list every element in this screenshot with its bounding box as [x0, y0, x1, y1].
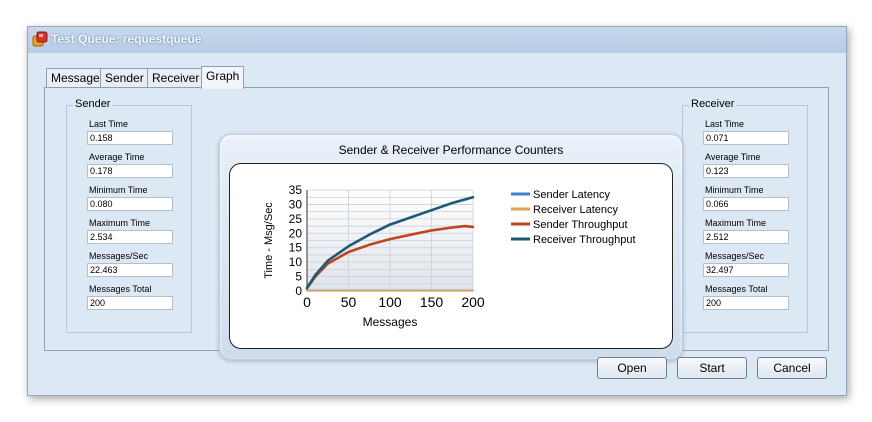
sender-maximum-time-label: Maximum Time	[89, 218, 151, 228]
sender-messages-sec-field[interactable]: 22.463	[87, 263, 173, 277]
sender-group: Sender Last Time 0.158 Average Time 0.17…	[66, 98, 192, 333]
chart-frame: Sender & Receiver Performance Counters 0…	[219, 134, 683, 360]
legend-label: Receiver Throughput	[533, 234, 636, 246]
tab-message[interactable]: Message	[46, 68, 105, 87]
x-tick-label: 150	[420, 294, 444, 310]
tab-label: Sender	[105, 71, 144, 85]
legend-label: Sender Latency	[533, 189, 611, 201]
sender-maximum-time-field[interactable]: 2.534	[87, 230, 173, 244]
x-tick-label: 50	[341, 294, 357, 310]
start-button[interactable]: Start	[677, 357, 747, 379]
x-tick-label: 0	[303, 294, 311, 310]
x-tick-label: 200	[461, 294, 485, 310]
y-axis-label: Time - Msg/Sec	[263, 202, 275, 279]
sender-messages-total-label: Messages Total	[89, 284, 152, 294]
receiver-group-legend: Receiver	[689, 98, 737, 110]
sender-average-time-field[interactable]: 0.178	[87, 164, 173, 178]
open-button[interactable]: Open	[597, 357, 667, 379]
receiver-maximum-time-label: Maximum Time	[705, 218, 767, 228]
graph-tab-panel: Sender Last Time 0.158 Average Time 0.17…	[44, 87, 829, 360]
sender-minimum-time-field[interactable]: 0.080	[87, 197, 173, 211]
sender-minimum-time-label: Minimum Time	[89, 185, 148, 195]
y-tick-label: 5	[295, 270, 302, 284]
series-line-3	[305, 195, 475, 290]
y-tick-label: 25	[289, 212, 303, 226]
x-tick-label: 100	[378, 294, 402, 310]
sender-messages-sec-label: Messages/Sec	[89, 251, 149, 261]
receiver-average-time-field[interactable]: 0.123	[703, 164, 789, 178]
title-bar[interactable]: Test Queue: requestqueue	[28, 27, 846, 53]
receiver-last-time-label: Last Time	[705, 119, 745, 129]
receiver-last-time-field[interactable]: 0.071	[703, 131, 789, 145]
sender-messages-total-field[interactable]: 200	[87, 296, 173, 310]
cancel-button[interactable]: Cancel	[757, 357, 827, 379]
sender-group-legend: Sender	[73, 98, 113, 110]
y-tick-label: 10	[289, 255, 303, 269]
tab-label: Graph	[206, 69, 240, 83]
series-line-2	[305, 224, 475, 290]
tab-receiver[interactable]: Receiver	[147, 68, 205, 87]
window-title: Test Queue: requestqueue	[51, 32, 202, 46]
legend-label: Sender Throughput	[533, 219, 628, 231]
chart-title: Sender & Receiver Performance Counters	[338, 143, 564, 157]
app-icon	[32, 31, 48, 47]
y-tick-label: 20	[289, 226, 303, 240]
tab-graph[interactable]: Graph	[201, 66, 245, 89]
receiver-average-time-label: Average Time	[705, 152, 761, 162]
y-tick-label: 0	[295, 284, 302, 298]
dialog-window: Test Queue: requestqueue Message Sender …	[27, 26, 847, 396]
y-tick-label: 35	[289, 183, 303, 197]
receiver-group: Receiver Last Time 0.071 Average Time 0.…	[682, 98, 808, 333]
receiver-messages-sec-label: Messages/Sec	[705, 251, 765, 261]
sender-average-time-label: Average Time	[89, 152, 145, 162]
sender-last-time-label: Last Time	[89, 119, 129, 129]
y-tick-label: 30	[289, 197, 303, 211]
receiver-messages-total-label: Messages Total	[705, 284, 768, 294]
tab-label: Receiver	[152, 71, 200, 85]
sender-last-time-field[interactable]: 0.158	[87, 131, 173, 145]
tab-sender[interactable]: Sender	[100, 68, 149, 87]
x-axis-label: Messages	[363, 315, 418, 329]
receiver-messages-total-field[interactable]: 200	[703, 296, 789, 310]
legend-label: Receiver Latency	[533, 204, 618, 216]
tab-label: Message	[51, 71, 100, 85]
receiver-messages-sec-field[interactable]: 32.497	[703, 263, 789, 277]
y-tick-label: 15	[289, 241, 303, 255]
receiver-minimum-time-field[interactable]: 0.066	[703, 197, 789, 211]
receiver-maximum-time-field[interactable]: 2.512	[703, 230, 789, 244]
chart-area: 0 5 10 15 20 25 30 35 0 50 100 150 200 Messages Time …	[229, 163, 673, 349]
receiver-minimum-time-label: Minimum Time	[705, 185, 764, 195]
